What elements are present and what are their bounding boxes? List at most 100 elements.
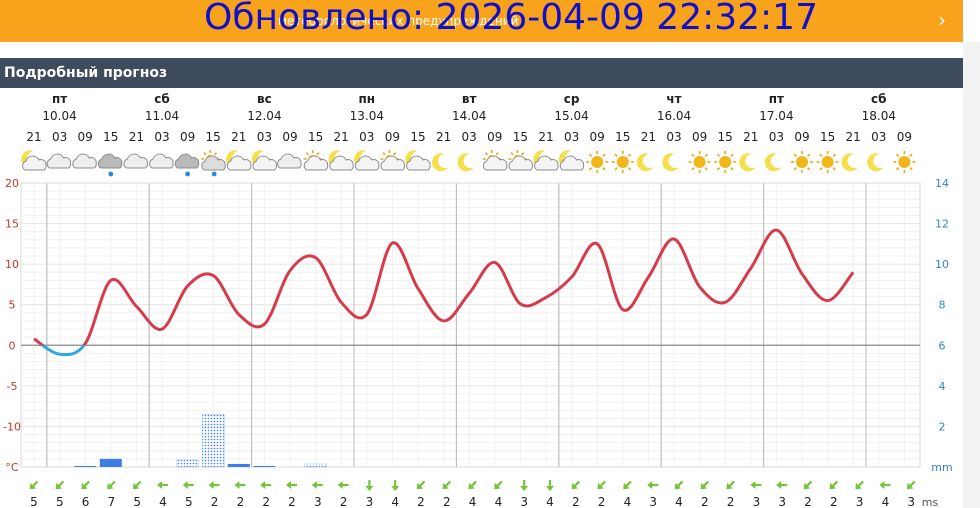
sun-ray bbox=[832, 153, 836, 157]
day-date: 18.04 bbox=[862, 109, 896, 123]
moon-cloud-icon bbox=[226, 150, 252, 171]
plot-frame bbox=[20, 182, 921, 468]
cloud-icon bbox=[149, 153, 174, 169]
update-banner[interactable]: метеорологических предупреждений Обновле… bbox=[0, 0, 963, 42]
day-name: чт bbox=[666, 92, 681, 106]
moon-cloud-icon bbox=[354, 150, 380, 171]
cloud-icon bbox=[277, 153, 302, 169]
wind-arrow-head bbox=[855, 482, 862, 490]
sun-ray bbox=[730, 167, 734, 171]
wind-speed: 3 bbox=[649, 495, 657, 508]
wind-arrow-head bbox=[879, 481, 885, 489]
moon-icon bbox=[662, 153, 679, 172]
cloud-shape bbox=[303, 155, 329, 171]
cloud-icon bbox=[123, 153, 148, 169]
sun-ray bbox=[819, 153, 823, 157]
wind-speed: 2 bbox=[727, 495, 735, 508]
chevron-right-icon[interactable]: › bbox=[938, 8, 946, 32]
sun-ray bbox=[909, 153, 913, 157]
day-date: 16.04 bbox=[657, 109, 691, 123]
hour-label: 21 bbox=[129, 130, 144, 144]
left-axis-tick: -5 bbox=[7, 380, 18, 393]
sun-icon bbox=[611, 151, 634, 173]
cloud-shape bbox=[123, 153, 148, 169]
wind-speed: 7 bbox=[108, 495, 116, 508]
sun-disc bbox=[693, 156, 706, 168]
sun-icon bbox=[791, 151, 813, 173]
sun-ray bbox=[203, 152, 207, 156]
wind-arrow-icon bbox=[337, 481, 349, 489]
wind-arrow-head bbox=[286, 481, 291, 489]
cloud-shape bbox=[482, 155, 508, 171]
wind-arrow-icon bbox=[829, 480, 839, 490]
wind-speed: 2 bbox=[340, 495, 348, 508]
wind-arrow-icon bbox=[182, 481, 194, 489]
sun-icon bbox=[688, 151, 711, 173]
wind-arrow-head bbox=[906, 482, 914, 490]
cloud-shape bbox=[72, 153, 97, 169]
hour-label: 03 bbox=[769, 130, 784, 144]
sun-ray bbox=[896, 167, 900, 171]
scrollbar[interactable] bbox=[963, 42, 980, 508]
wind-arrow-head bbox=[726, 482, 733, 490]
hour-label: 15 bbox=[513, 130, 528, 144]
left-axis-tick: -10 bbox=[3, 420, 21, 433]
hour-label: 15 bbox=[410, 130, 425, 144]
hour-label: 09 bbox=[590, 130, 605, 144]
rain-cloud-icon bbox=[174, 153, 200, 177]
temperature-line bbox=[33, 228, 855, 346]
forecast-header: Подробный прогноз bbox=[0, 58, 963, 88]
wind-arrow-icon bbox=[81, 480, 90, 490]
hour-label: 09 bbox=[78, 130, 93, 144]
cloud-shape bbox=[508, 155, 533, 171]
sun-cloud-icon bbox=[380, 150, 405, 171]
day-name: сб bbox=[154, 92, 170, 106]
day-name: ср bbox=[564, 92, 580, 106]
wind-arrow-icon bbox=[132, 480, 142, 490]
sun-ray bbox=[807, 167, 811, 171]
forecast-title: Подробный прогноз bbox=[4, 65, 168, 81]
sun-disc bbox=[616, 156, 629, 168]
day-name: сб bbox=[871, 92, 887, 106]
sun-ray bbox=[588, 153, 593, 157]
wind-speed: 3 bbox=[856, 495, 864, 508]
cloud-shape bbox=[174, 153, 200, 169]
sun-ray bbox=[793, 153, 797, 157]
right-axis-tick: 10 bbox=[935, 258, 949, 271]
sun-ray bbox=[588, 167, 593, 171]
cloud-shape bbox=[534, 155, 559, 171]
wind-speed: 4 bbox=[882, 495, 890, 508]
rain-drop bbox=[185, 171, 191, 177]
sun-cloud-rain-icon bbox=[201, 150, 226, 177]
sun-ray bbox=[909, 167, 913, 171]
sun-disc bbox=[719, 156, 732, 168]
cloud-shape bbox=[406, 155, 431, 171]
left-axis-tick: 0 bbox=[9, 339, 16, 352]
sun-ray bbox=[602, 153, 606, 157]
sun-ray bbox=[305, 152, 309, 156]
wind-arrow-icon bbox=[365, 480, 374, 491]
cloud-shape bbox=[329, 155, 354, 171]
wind-arrow-icon bbox=[879, 481, 891, 489]
hour-label: 15 bbox=[718, 130, 733, 144]
wind-speed: 2 bbox=[288, 495, 296, 508]
right-axis-tick: 12 bbox=[935, 218, 949, 231]
hour-label: 03 bbox=[154, 130, 169, 144]
day-date: 17.04 bbox=[759, 109, 793, 123]
wind-speed: 4 bbox=[469, 495, 477, 508]
wind-arrow-head bbox=[546, 486, 554, 491]
moon-shape bbox=[636, 153, 654, 172]
wind-arrow-head bbox=[55, 482, 62, 490]
day-name: пт bbox=[769, 92, 784, 106]
wind-speed: 3 bbox=[753, 495, 761, 508]
moon-shape bbox=[431, 153, 449, 172]
wind-arrow-icon bbox=[750, 481, 762, 489]
moon-cloud-icon bbox=[251, 150, 277, 171]
sun-ray bbox=[602, 167, 606, 171]
sun-ray bbox=[495, 152, 499, 156]
wind-arrow-icon bbox=[623, 480, 632, 490]
sun-disc bbox=[821, 156, 834, 168]
cloud-icon bbox=[72, 153, 97, 169]
day-date: 14.04 bbox=[452, 109, 486, 123]
wind-speed: 2 bbox=[598, 495, 606, 508]
